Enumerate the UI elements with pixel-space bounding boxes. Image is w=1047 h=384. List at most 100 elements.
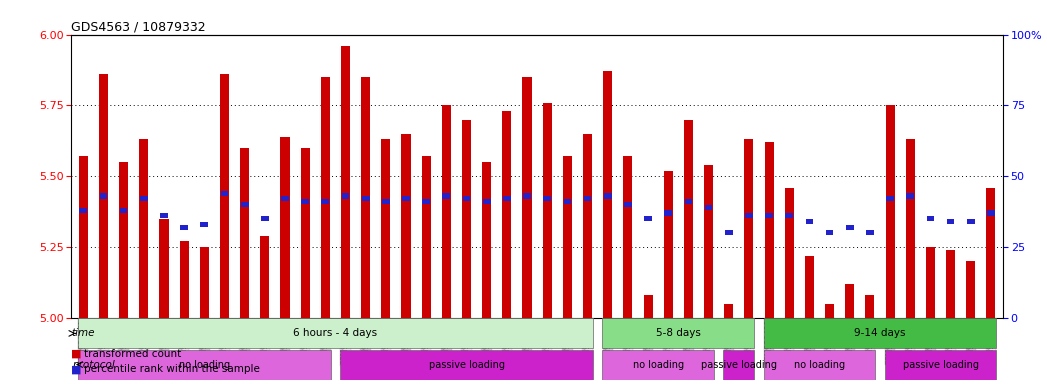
Bar: [180, 242, 188, 318]
Bar: [524, 194, 531, 199]
Bar: [927, 216, 934, 221]
Bar: [885, 349, 997, 379]
Bar: [200, 222, 208, 227]
Bar: [825, 304, 834, 318]
Text: GDS4563 / 10879332: GDS4563 / 10879332: [71, 20, 206, 33]
Text: ■: ■: [71, 364, 85, 374]
Bar: [604, 194, 611, 199]
Bar: [302, 199, 309, 204]
Bar: [422, 156, 430, 318]
Bar: [160, 213, 168, 218]
Bar: [886, 105, 894, 318]
Bar: [261, 236, 269, 318]
Bar: [685, 199, 692, 204]
Text: 5-8 days: 5-8 days: [655, 328, 700, 338]
Bar: [543, 196, 551, 202]
Bar: [503, 196, 511, 202]
Bar: [644, 216, 652, 221]
Bar: [320, 77, 330, 318]
Bar: [966, 219, 975, 224]
Text: 9-14 days: 9-14 days: [854, 328, 906, 338]
Bar: [725, 304, 733, 318]
Bar: [845, 284, 854, 318]
Bar: [99, 194, 108, 199]
Text: no loading: no loading: [794, 359, 845, 369]
Bar: [603, 71, 612, 318]
Bar: [926, 247, 935, 318]
Bar: [725, 230, 733, 235]
Bar: [765, 213, 773, 218]
Bar: [321, 199, 329, 204]
Text: no loading: no loading: [632, 359, 684, 369]
Bar: [281, 137, 290, 318]
Text: percentile rank within the sample: percentile rank within the sample: [84, 364, 260, 374]
Bar: [119, 162, 128, 318]
Bar: [422, 199, 430, 204]
Bar: [966, 261, 976, 318]
Bar: [846, 225, 853, 230]
Bar: [664, 170, 673, 318]
Bar: [77, 318, 593, 348]
Bar: [341, 194, 350, 199]
Bar: [542, 103, 552, 318]
Bar: [261, 216, 269, 221]
Bar: [624, 202, 631, 207]
Bar: [522, 77, 532, 318]
Bar: [763, 318, 997, 348]
Text: transformed count: transformed count: [84, 349, 181, 359]
Bar: [563, 199, 572, 204]
Bar: [602, 318, 755, 348]
Bar: [563, 156, 572, 318]
Text: passive loading: passive loading: [428, 359, 505, 369]
Bar: [443, 194, 450, 199]
Bar: [644, 295, 652, 318]
Bar: [503, 111, 511, 318]
Text: 6 hours - 4 days: 6 hours - 4 days: [293, 328, 378, 338]
Bar: [282, 196, 289, 202]
Bar: [987, 210, 995, 215]
Bar: [98, 74, 108, 318]
Bar: [764, 142, 774, 318]
Bar: [340, 349, 593, 379]
Bar: [362, 196, 370, 202]
Bar: [805, 255, 814, 318]
Bar: [907, 194, 914, 199]
Text: passive loading: passive loading: [700, 359, 777, 369]
Bar: [785, 213, 793, 218]
Bar: [705, 205, 712, 210]
Bar: [221, 190, 228, 196]
Bar: [763, 349, 875, 379]
Bar: [602, 349, 714, 379]
Text: time: time: [71, 328, 95, 338]
Bar: [906, 139, 915, 318]
Bar: [200, 247, 208, 318]
Bar: [341, 46, 350, 318]
Bar: [866, 230, 874, 235]
Text: ■: ■: [71, 349, 85, 359]
Bar: [77, 349, 331, 379]
Bar: [139, 139, 149, 318]
Bar: [665, 210, 672, 215]
Bar: [382, 199, 389, 204]
Bar: [300, 148, 310, 318]
Bar: [462, 119, 471, 318]
Bar: [866, 295, 874, 318]
Bar: [946, 219, 955, 224]
Bar: [483, 162, 491, 318]
Bar: [723, 349, 755, 379]
Bar: [159, 219, 169, 318]
Bar: [80, 208, 87, 213]
Text: protocol: protocol: [71, 359, 114, 369]
Bar: [140, 196, 148, 202]
Bar: [583, 196, 592, 202]
Bar: [381, 139, 391, 318]
Bar: [826, 230, 833, 235]
Bar: [623, 156, 632, 318]
Bar: [361, 77, 371, 318]
Bar: [180, 225, 188, 230]
Bar: [986, 187, 996, 318]
Bar: [583, 134, 592, 318]
Bar: [784, 187, 794, 318]
Bar: [744, 139, 754, 318]
Bar: [241, 202, 248, 207]
